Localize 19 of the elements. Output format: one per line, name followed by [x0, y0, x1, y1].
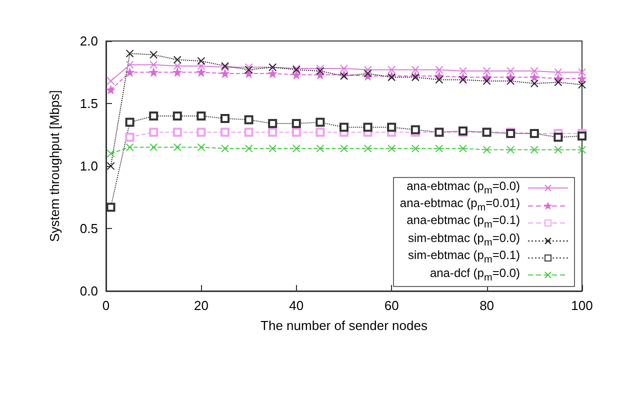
x-tick-label: 40	[289, 298, 304, 313]
x-tick-label: 60	[384, 298, 399, 313]
y-tick-label: 0.5	[80, 221, 98, 236]
legend-label: ana-ebtmac (p$_{m}$=0.01)	[400, 196, 520, 214]
legend-label: ana-dcf (p$_{m}$=0.0)	[430, 266, 520, 284]
x-axis-title: The number of sender nodes	[260, 318, 428, 333]
legend-label: ana-ebtmac (p$_{m}$=0.0)	[406, 178, 520, 198]
y-tick-label: 1.0	[80, 158, 98, 174]
legend-label: sim-ebtmac (p$_{m}$=0.0)	[408, 230, 520, 250]
x-tick-label: 0	[102, 298, 110, 313]
y-axis-title: System throughput [Mbps]	[47, 90, 62, 242]
x-tick-label: 80	[480, 298, 494, 313]
y-tick-label: 1.5	[80, 96, 98, 111]
y-tick-label: 0.0	[80, 284, 98, 298]
x-tick-label: 100	[571, 298, 593, 313]
y-tick-label: 2.0	[80, 34, 98, 48]
legend-label: ana-ebtmac (p$_{m}$=0.1)	[406, 213, 520, 232]
legend-label: sim-ebtmac (p$_{m}$=0.1)	[408, 248, 520, 267]
x-tick-label: 20	[194, 298, 208, 313]
